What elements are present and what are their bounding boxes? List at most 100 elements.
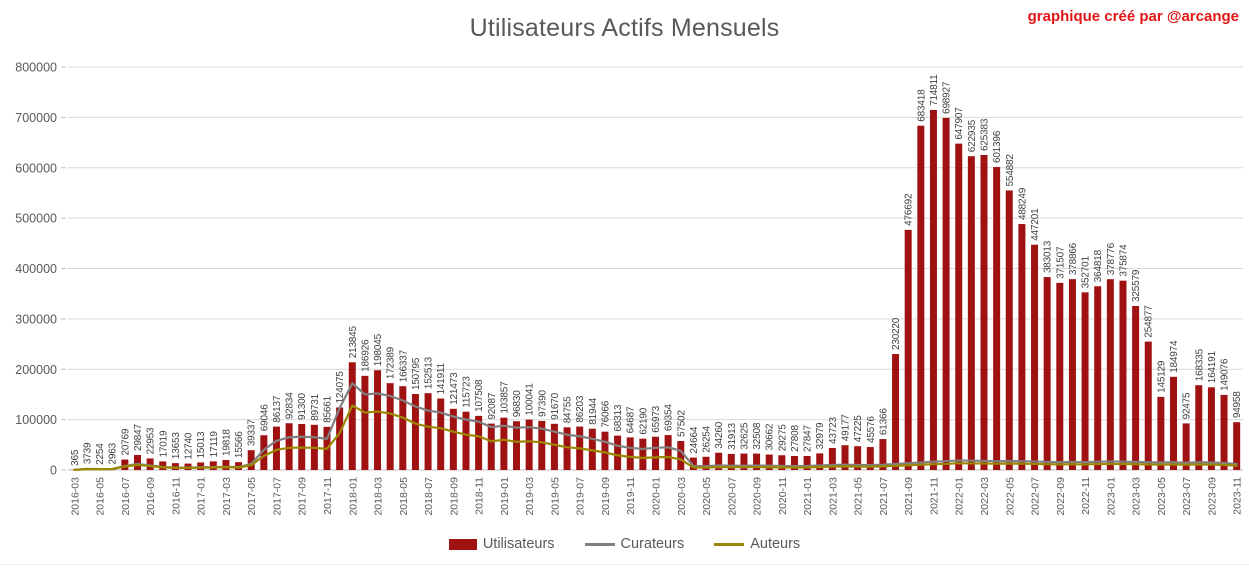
bar-value-label: 31913	[727, 422, 738, 449]
x-tick-label: 2019-01	[499, 477, 511, 516]
y-tick-label: 300000	[15, 312, 57, 326]
bar-value-label: 20769	[120, 428, 131, 455]
bar	[525, 419, 533, 470]
bar	[538, 420, 546, 470]
bar	[1132, 305, 1140, 470]
x-tick-label: 2023-03	[1131, 477, 1143, 516]
bar-value-label: 447201	[1030, 208, 1041, 241]
bar-value-label: 57502	[676, 410, 687, 437]
bar-value-label: 488249	[1017, 187, 1028, 220]
x-tick-label: 2023-09	[1206, 477, 1218, 516]
bar	[1195, 385, 1203, 470]
x-tick-label: 2017-03	[221, 477, 233, 516]
x-tick-label: 2020-09	[752, 477, 764, 516]
x-tick-label: 2018-01	[347, 477, 359, 516]
bar	[285, 423, 293, 470]
bar	[386, 383, 394, 470]
y-tick-label: 100000	[15, 413, 57, 427]
bar	[374, 370, 382, 470]
bar-value-label: 683418	[916, 89, 927, 122]
x-tick-label: 2019-07	[575, 477, 587, 516]
bar	[336, 407, 344, 470]
bar-value-label: 698927	[942, 81, 953, 114]
bar	[841, 445, 849, 470]
bar-value-label: 17019	[158, 430, 169, 457]
bar-value-label: 13653	[171, 432, 182, 459]
x-tick-label: 2023-05	[1156, 477, 1168, 516]
x-tick-label: 2018-05	[398, 477, 410, 516]
bar	[993, 167, 1001, 471]
bar	[449, 408, 457, 470]
bar	[437, 398, 445, 470]
bar-value-label: 94958	[1232, 391, 1243, 418]
bar-value-label: 26254	[702, 425, 713, 452]
bar	[664, 435, 672, 470]
bar	[639, 438, 647, 470]
bar-value-label: 89731	[310, 393, 321, 420]
bar-value-label: 647907	[954, 107, 965, 140]
bar-value-label: 86203	[575, 395, 586, 422]
bar-value-label: 32979	[815, 422, 826, 449]
x-tick-label: 2021-09	[903, 477, 915, 516]
x-tick-label: 2023-11	[1232, 477, 1244, 515]
bar-value-label: 115723	[461, 376, 472, 408]
bar-value-label: 378776	[1106, 242, 1117, 275]
bar-value-label: 91670	[550, 392, 561, 419]
bar-value-label: 92087	[487, 392, 498, 419]
bar-value-label: 371507	[1055, 246, 1066, 279]
bar	[929, 109, 937, 471]
x-tick-label: 2022-03	[979, 477, 991, 516]
x-tick-label: 2016-05	[95, 477, 107, 516]
bar-value-label: 68313	[613, 404, 624, 431]
legend-label-auteurs: Auteurs	[750, 536, 801, 552]
bar-value-label: 12740	[184, 432, 195, 459]
bar	[652, 436, 659, 470]
bar-value-label: 27808	[790, 425, 801, 452]
bar-value-label: 61366	[878, 408, 889, 435]
bar-value-label: 85661	[323, 395, 334, 422]
utilisateurs-bar-swatch	[448, 538, 477, 550]
bar-value-label: 43723	[828, 417, 839, 444]
bar-value-label: 2254	[95, 443, 106, 465]
bar-value-label: 168335	[1194, 348, 1205, 381]
bar	[1068, 279, 1076, 470]
y-tick-label: 800000	[15, 61, 57, 75]
bar-value-label: 3739	[82, 442, 93, 464]
bar-value-label: 622935	[967, 119, 978, 152]
bar-value-label: 69354	[664, 404, 675, 431]
x-tick-label: 2017-11	[322, 477, 334, 515]
y-tick-label: 600000	[15, 161, 57, 175]
bar-value-label: 29847	[133, 424, 144, 451]
bar	[411, 394, 419, 470]
bar	[879, 439, 887, 470]
legend-label-curateurs: Curateurs	[620, 536, 685, 552]
x-tick-label: 2016-09	[145, 477, 157, 516]
bar-value-label: 149076	[1220, 358, 1231, 391]
bar-value-label: 230220	[891, 317, 902, 350]
x-tick-label: 2017-09	[297, 477, 309, 516]
x-axis-labels: 2016-03 2016-05 2016-07 2016-09 2016-11 2017-…	[69, 477, 1243, 516]
bar-value-label: 124075	[335, 371, 346, 404]
x-tick-label: 2019-05	[549, 477, 561, 516]
y-tick-label: 700000	[15, 111, 57, 125]
x-tick-label: 2021-07	[878, 477, 890, 516]
bar-value-label: 184974	[1169, 340, 1180, 373]
bar	[626, 437, 634, 470]
x-tick-label: 2018-11	[474, 477, 486, 515]
chart-bottom-border	[0, 564, 1249, 565]
bar-value-label: 121473	[449, 372, 460, 405]
bar-value-label: 198045	[373, 333, 384, 366]
x-tick-label: 2018-09	[448, 477, 460, 516]
bar-value-label: 166337	[398, 349, 409, 382]
bar-value-label: 365	[70, 449, 81, 466]
chart-title: Utilisateurs Actifs Mensuels	[469, 14, 780, 42]
curateurs-line	[73, 382, 1238, 471]
y-tick-label: 200000	[15, 363, 57, 377]
bar-value-label: 27847	[803, 425, 814, 452]
bar-value-label: 19818	[221, 429, 232, 456]
y-tick-label: 400000	[15, 262, 57, 276]
bar	[1094, 286, 1102, 470]
x-tick-label: 2021-05	[853, 477, 865, 516]
